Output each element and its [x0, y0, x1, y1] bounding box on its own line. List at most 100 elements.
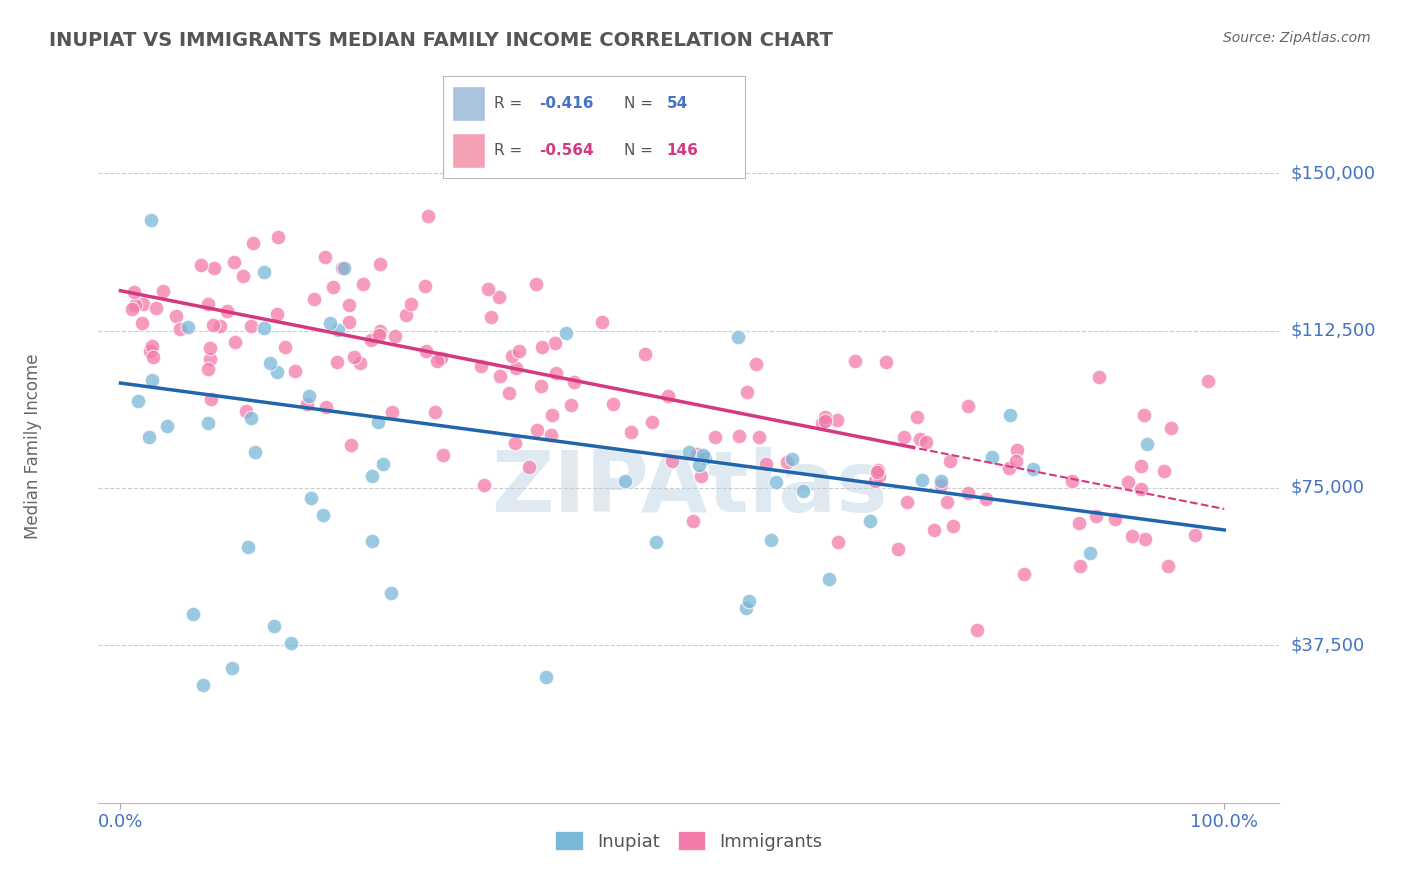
Point	[224, 334, 246, 349]
Point	[298, 389, 321, 403]
Point	[191, 678, 214, 692]
Point	[322, 279, 344, 293]
Point	[956, 486, 979, 500]
Point	[429, 351, 451, 365]
Point	[1160, 421, 1182, 435]
Text: INUPIAT VS IMMIGRANTS MEDIAN FAMILY INCOME CORRELATION CHART: INUPIAT VS IMMIGRANTS MEDIAN FAMILY INCO…	[49, 31, 834, 50]
Point	[498, 386, 520, 401]
Point	[727, 428, 749, 442]
Point	[399, 297, 422, 311]
Point	[540, 409, 562, 423]
Point	[330, 260, 353, 275]
Point	[131, 316, 153, 330]
Point	[121, 302, 143, 317]
Point	[138, 430, 160, 444]
Point	[686, 447, 709, 461]
Point	[825, 413, 848, 427]
Point	[352, 277, 374, 291]
Point	[1184, 527, 1206, 541]
Point	[395, 308, 418, 322]
Point	[416, 209, 439, 223]
Point	[534, 669, 557, 683]
Legend: Inupiat, Immigrants: Inupiat, Immigrants	[548, 824, 830, 858]
Point	[360, 334, 382, 348]
Point	[755, 457, 778, 471]
Point	[1088, 369, 1111, 384]
Point	[866, 466, 889, 480]
Point	[236, 540, 259, 554]
Point	[488, 290, 510, 304]
Point	[139, 213, 162, 227]
Point	[177, 320, 200, 334]
Point	[1153, 464, 1175, 478]
Point	[693, 451, 716, 466]
Point	[215, 304, 238, 318]
Point	[373, 457, 395, 471]
Point	[381, 405, 404, 419]
Point	[367, 415, 389, 429]
Point	[619, 425, 641, 440]
Point	[1067, 516, 1090, 530]
Point	[544, 335, 567, 350]
Point	[198, 351, 221, 366]
Point	[844, 354, 866, 368]
Point	[748, 430, 770, 444]
Point	[240, 410, 263, 425]
Point	[526, 423, 548, 437]
Point	[141, 373, 163, 387]
Point	[263, 619, 285, 633]
Point	[692, 448, 714, 462]
Point	[209, 319, 232, 334]
Point	[349, 356, 371, 370]
Point	[602, 397, 624, 411]
Point	[530, 340, 553, 354]
Point	[242, 236, 264, 251]
Point	[956, 400, 979, 414]
Point	[1133, 532, 1156, 546]
Point	[540, 428, 562, 442]
Point	[1022, 461, 1045, 475]
Point	[813, 409, 835, 424]
Point	[530, 379, 553, 393]
Point	[472, 478, 495, 492]
Point	[315, 400, 337, 414]
Point	[893, 429, 915, 443]
Point	[124, 298, 146, 312]
Point	[998, 461, 1021, 475]
Point	[818, 573, 841, 587]
Point	[939, 453, 962, 467]
Point	[517, 460, 540, 475]
Point	[780, 451, 803, 466]
Point	[1133, 409, 1156, 423]
Point	[896, 495, 918, 509]
Point	[415, 343, 437, 358]
Point	[283, 364, 305, 378]
Point	[859, 514, 882, 528]
Point	[1005, 443, 1028, 458]
Point	[501, 349, 523, 363]
Point	[555, 326, 578, 341]
Point	[929, 478, 952, 492]
Point	[910, 473, 932, 487]
Point	[169, 321, 191, 335]
Text: -0.416: -0.416	[540, 96, 595, 111]
Point	[661, 454, 683, 468]
Text: 146: 146	[666, 144, 699, 158]
Point	[470, 359, 492, 374]
Point	[413, 278, 436, 293]
Point	[266, 365, 288, 379]
Text: R =: R =	[495, 144, 527, 158]
Point	[368, 324, 391, 338]
Point	[302, 293, 325, 307]
Point	[197, 297, 219, 311]
Point	[489, 369, 512, 384]
Text: N =: N =	[624, 144, 658, 158]
Point	[998, 409, 1021, 423]
Point	[361, 469, 384, 483]
Point	[703, 430, 725, 444]
Point	[929, 475, 952, 489]
Text: $150,000: $150,000	[1291, 164, 1375, 182]
Point	[259, 355, 281, 369]
Point	[165, 310, 187, 324]
Point	[1121, 529, 1143, 543]
